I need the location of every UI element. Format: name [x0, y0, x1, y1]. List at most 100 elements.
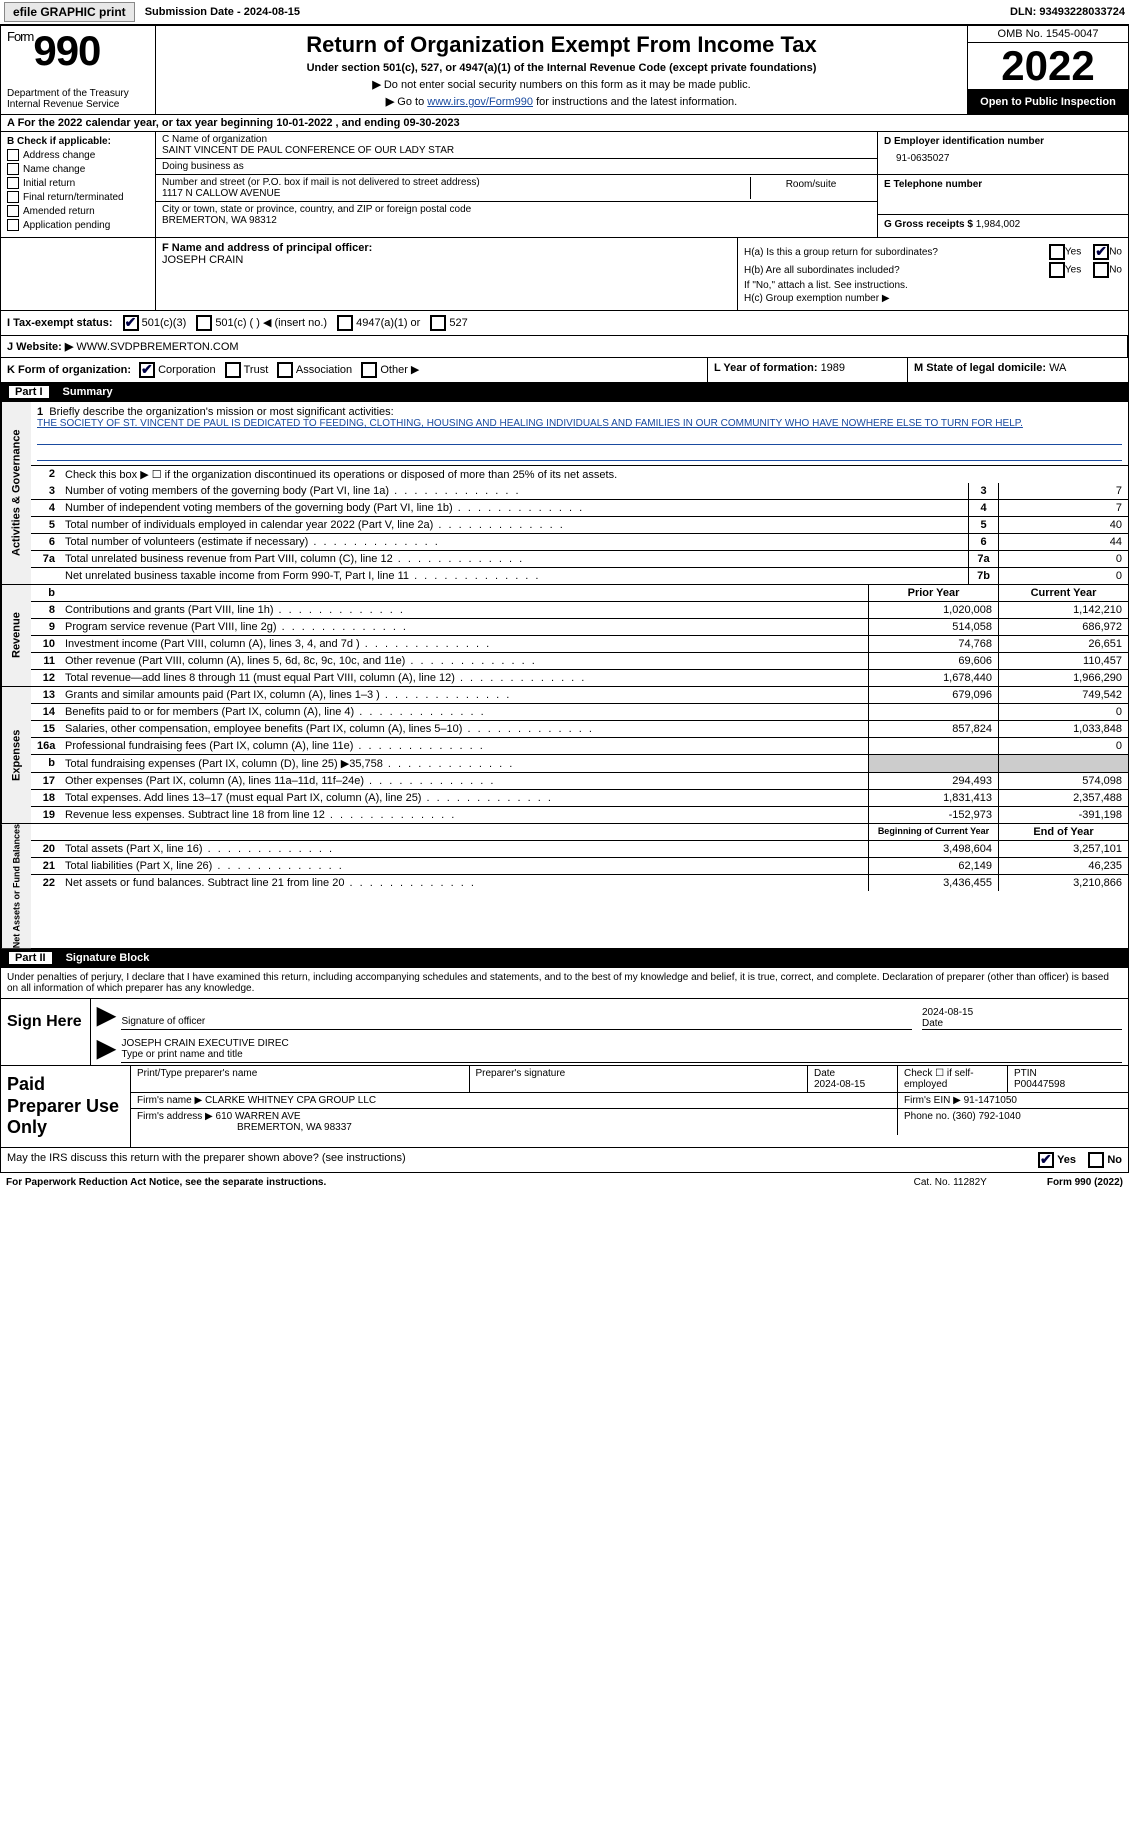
summary-value: 0: [998, 568, 1128, 584]
summary-line: 19Revenue less expenses. Subtract line 1…: [31, 807, 1128, 823]
col-end-header: End of Year: [998, 824, 1128, 840]
summary-line: 22Net assets or fund balances. Subtract …: [31, 875, 1128, 891]
summary-line: 18Total expenses. Add lines 13–17 (must …: [31, 790, 1128, 807]
col-b-checkbox-item: Name change: [7, 163, 149, 175]
row-klm: K Form of organization: Corporation Trus…: [0, 358, 1129, 383]
sign-here-label: Sign Here: [1, 999, 91, 1065]
form-org-checkbox[interactable]: [277, 362, 293, 378]
cat-number: Cat. No. 11282Y: [914, 1177, 987, 1188]
summary-line: 21Total liabilities (Part X, line 26)62,…: [31, 858, 1128, 875]
checkbox-label: Application pending: [23, 220, 110, 231]
summary-line: 3Number of voting members of the governi…: [31, 483, 1128, 500]
checkbox-label: Amended return: [23, 206, 95, 217]
form-org-checkbox[interactable]: [361, 362, 377, 378]
current-year-value: 3,210,866: [998, 875, 1128, 891]
city-state-zip: BREMERTON, WA 98312: [162, 215, 871, 226]
firm-ein-cell: Firm's EIN ▶ 91-1471050: [898, 1093, 1128, 1108]
checkbox[interactable]: [7, 205, 19, 217]
prior-year-value: 294,493: [868, 773, 998, 789]
ha-no-checkbox[interactable]: [1093, 244, 1109, 260]
signature-arrow-icon: ▶: [97, 1034, 115, 1063]
preparer-name-header: Print/Type preparer's name: [131, 1066, 470, 1092]
current-year-value: 46,235: [998, 858, 1128, 874]
prior-year-value: 1,020,008: [868, 602, 998, 618]
street-address-cell: Number and street (or P.O. box if mail i…: [156, 175, 877, 202]
tab-activities-governance: Activities & Governance: [1, 402, 31, 584]
prior-year-value: 514,058: [868, 619, 998, 635]
hb-label: H(b) Are all subordinates included?: [744, 265, 900, 276]
summary-value: 0: [998, 551, 1128, 567]
signature-arrow-icon: ▶: [97, 1001, 115, 1030]
irs-discuss-no-checkbox[interactable]: [1088, 1152, 1104, 1168]
form-org-checkbox[interactable]: [225, 362, 241, 378]
current-year-value: 1,142,210: [998, 602, 1128, 618]
form-reference: Form 990 (2022): [1047, 1177, 1123, 1188]
submission-date-label: Submission Date - 2024-08-15: [145, 6, 300, 18]
501c3-checkbox[interactable]: [123, 315, 139, 331]
prior-year-value: -152,973: [868, 807, 998, 823]
prior-year-value: 679,096: [868, 687, 998, 703]
prior-year-value: 69,606: [868, 653, 998, 669]
hb-no-checkbox[interactable]: [1093, 262, 1109, 278]
prior-year-value: 1,678,440: [868, 670, 998, 686]
org-name: SAINT VINCENT DE PAUL CONFERENCE OF OUR …: [162, 145, 871, 156]
form-note-1: ▶ Do not enter social security numbers o…: [164, 78, 959, 91]
gross-receipts: 1,984,002: [976, 219, 1021, 230]
4947-checkbox[interactable]: [337, 315, 353, 331]
row-a-calendar-year: A For the 2022 calendar year, or tax yea…: [0, 115, 1129, 132]
self-employed-cell: Check ☐ if self-employed: [898, 1066, 1008, 1092]
summary-line: bTotal fundraising expenses (Part IX, co…: [31, 755, 1128, 773]
col-c: C Name of organization SAINT VINCENT DE …: [156, 132, 878, 237]
state-domicile: M State of legal domicile: WA: [908, 358, 1128, 382]
summary-line: 7aTotal unrelated business revenue from …: [31, 551, 1128, 568]
part2-header: Part II Signature Block: [0, 949, 1129, 968]
current-year-value: [998, 755, 1128, 772]
checkbox[interactable]: [7, 191, 19, 203]
col-begin-header: Beginning of Current Year: [868, 824, 998, 840]
open-to-public-badge: Open to Public Inspection: [968, 90, 1128, 114]
form-org-checkbox[interactable]: [139, 362, 155, 378]
form-title: Return of Organization Exempt From Incom…: [164, 32, 959, 58]
omb-number: OMB No. 1545-0047: [968, 26, 1128, 43]
department-label: Department of the Treasury Internal Reve…: [7, 88, 149, 110]
current-year-value: 110,457: [998, 653, 1128, 669]
irs-discuss-yes-checkbox[interactable]: [1038, 1152, 1054, 1168]
sign-here-block: Sign Here ▶ Signature of officer 2024-08…: [0, 999, 1129, 1066]
row-k: K Form of organization: Corporation Trus…: [1, 358, 708, 382]
summary-value: 44: [998, 534, 1128, 550]
preparer-sig-header: Preparer's signature: [470, 1066, 809, 1092]
signature-declaration: Under penalties of perjury, I declare th…: [0, 968, 1129, 999]
current-year-value: 1,966,290: [998, 670, 1128, 686]
gross-receipts-cell: G Gross receipts $ 1,984,002: [878, 215, 1128, 234]
summary-value: 7: [998, 500, 1128, 516]
summary-ag: Activities & Governance 1 Briefly descri…: [0, 402, 1129, 585]
efile-print-button[interactable]: efile GRAPHIC print: [4, 2, 135, 22]
summary-line: 4Number of independent voting members of…: [31, 500, 1128, 517]
tab-net-assets: Net Assets or Fund Balances: [1, 824, 31, 948]
org-name-cell: C Name of organization SAINT VINCENT DE …: [156, 132, 877, 159]
paid-preparer-block: Paid Preparer Use Only Print/Type prepar…: [0, 1066, 1129, 1148]
tab-expenses: Expenses: [1, 687, 31, 823]
current-year-value: 749,542: [998, 687, 1128, 703]
checkbox[interactable]: [7, 163, 19, 175]
summary-value: 7: [998, 483, 1128, 499]
row-fh: F Name and address of principal officer:…: [0, 238, 1129, 311]
irs-link[interactable]: www.irs.gov/Form990: [427, 96, 533, 108]
501c-checkbox[interactable]: [196, 315, 212, 331]
prior-year-value: [868, 755, 998, 772]
checkbox[interactable]: [7, 149, 19, 161]
topbar: efile GRAPHIC print Submission Date - 20…: [0, 0, 1129, 25]
hb-yes-checkbox[interactable]: [1049, 262, 1065, 278]
dba-cell: Doing business as: [156, 159, 877, 175]
current-year-value: 1,033,848: [998, 721, 1128, 737]
tax-year: 2022: [968, 43, 1128, 90]
checkbox[interactable]: [7, 219, 19, 231]
summary-expenses: Expenses 13Grants and similar amounts pa…: [0, 687, 1129, 824]
checkbox[interactable]: [7, 177, 19, 189]
current-year-value: 3,257,101: [998, 841, 1128, 857]
527-checkbox[interactable]: [430, 315, 446, 331]
col-b-checkbox-item: Address change: [7, 149, 149, 161]
summary-line: 13Grants and similar amounts paid (Part …: [31, 687, 1128, 704]
ha-yes-checkbox[interactable]: [1049, 244, 1065, 260]
signature-of-officer-field[interactable]: Signature of officer: [121, 1005, 912, 1030]
